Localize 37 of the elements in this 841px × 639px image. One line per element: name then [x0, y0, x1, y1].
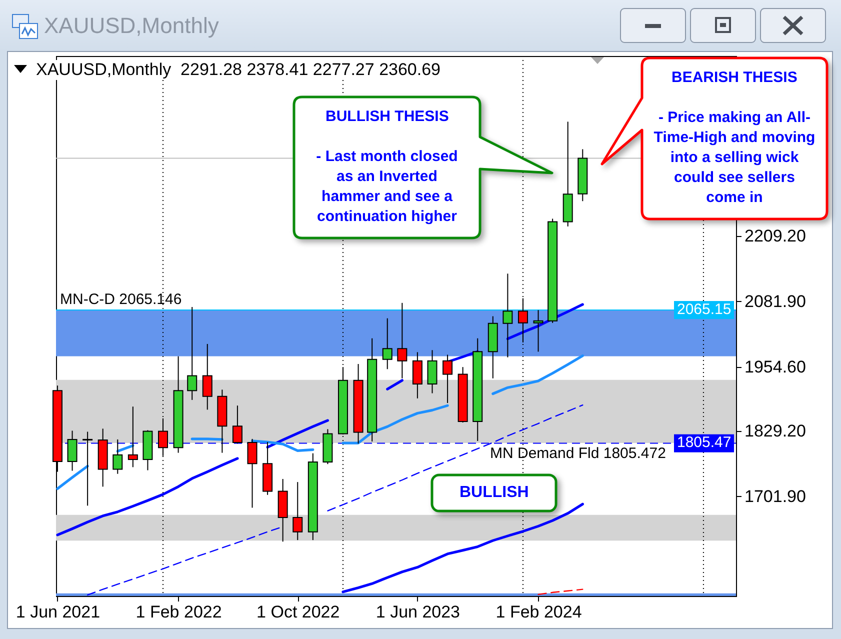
x-tick-label: 1 Oct 2022 — [256, 602, 340, 622]
y-tick-label: 1829.20 — [744, 422, 806, 441]
ref-line-label: MN Demand Fld 1805.472 — [490, 445, 666, 462]
candlestick — [112, 438, 123, 474]
candlestick — [202, 343, 212, 410]
candlestick — [397, 302, 408, 379]
candlestick — [232, 405, 242, 444]
candlestick — [247, 438, 258, 508]
candlestick — [128, 406, 138, 468]
x-tick-label: 1 Jun 2021 — [16, 602, 100, 622]
y-tick-label: 2209.20 — [744, 226, 806, 246]
annotation: BULLISH THESIS — [326, 107, 449, 127]
ref-line-label: MN-C-D 2065.146 — [60, 291, 182, 308]
candlestick — [82, 431, 93, 506]
candlestick — [442, 354, 453, 404]
annotation: BULLISH — [460, 484, 529, 502]
candlestick — [187, 306, 198, 400]
y-tick-label: 1701.90 — [744, 486, 806, 506]
candlestick — [533, 310, 544, 352]
line-series — [342, 502, 584, 594]
candlestick — [427, 350, 438, 394]
candlestick — [502, 273, 513, 358]
annotation: - Price making an All-Time-High and moving into a selling wick could see sellers come in — [654, 108, 816, 208]
candlestick — [382, 318, 392, 370]
chart-title: XAUUSD,Monthly — [44, 13, 219, 39]
annotation: - Last month closed as an Inverted hammer and see a continuation higher — [315, 147, 459, 227]
annotation: BEARISH THESIS — [672, 68, 798, 88]
y-tick-label: 2081.90 — [744, 292, 806, 311]
chart-subtitle: XAUUSD,Monthly 2291.28 2378.41 2277.27 2360.69 — [36, 60, 441, 80]
y-tick-label: 1954.60 — [744, 357, 806, 376]
x-tick-label: 1 Feb 2024 — [496, 602, 582, 622]
x-tick-label: 1 Jun 2023 — [376, 602, 460, 622]
x-tick-label: 1 Feb 2022 — [136, 602, 222, 622]
annotation: 2065.15 — [677, 301, 732, 318]
candlestick — [67, 430, 78, 472]
candlestick — [412, 352, 422, 399]
candlestick — [292, 482, 303, 541]
